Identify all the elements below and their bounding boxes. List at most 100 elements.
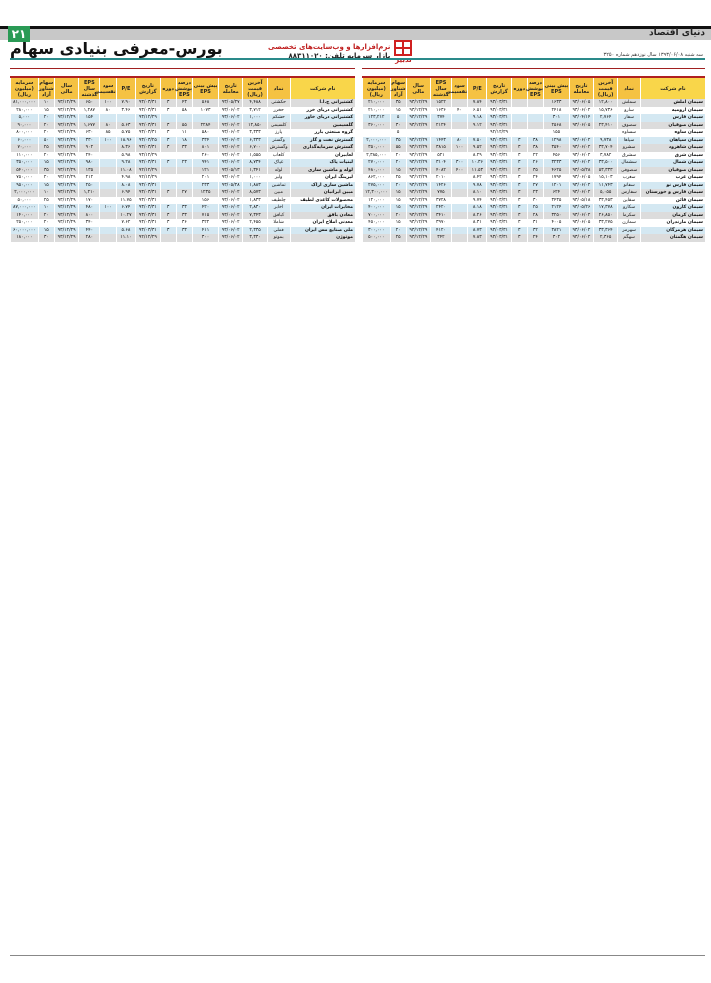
- table-cell: ۹۳/۰۳/۳۱: [135, 144, 161, 152]
- table-cell: ۹۳/۰۳/۲۵: [135, 136, 161, 144]
- table-cell: ۹۳/۱۲/۲۹: [53, 204, 79, 212]
- table-cell: [159, 234, 177, 242]
- table-cell: ۱۱.۷۵: [115, 196, 136, 204]
- page-number: ۲۱: [8, 26, 30, 42]
- table-cell: ۳۸۲۱: [542, 226, 570, 234]
- table-cell: [526, 121, 544, 129]
- table-cell: ۲۳: [175, 159, 193, 167]
- company-name: سیمان شاهرود: [639, 144, 705, 152]
- table-cell: ۹۸۰: [78, 159, 100, 167]
- company-name: محصولات کاغذی لطیف: [289, 196, 355, 204]
- table-cell: [192, 114, 219, 122]
- company-name: معادن بافق: [289, 211, 355, 219]
- table-cell: ۳۳,۷۰۴: [593, 144, 618, 152]
- table-cell: ۷۰,۰۰۰: [10, 144, 39, 152]
- table-cell: ۱۵: [389, 196, 407, 204]
- table-cell: ۱۰۰: [99, 99, 117, 107]
- table-cell: ۹.۷۴: [467, 196, 487, 204]
- table-cell: ۹۰۲: [78, 144, 100, 152]
- table-cell: ۶۰,۰۰۰: [10, 136, 39, 144]
- table-cell: ۱,۰۰۰: [242, 114, 268, 122]
- table-cell: ۵.۶۳: [115, 121, 136, 129]
- table-cell: [526, 99, 544, 107]
- table-cell: ۴۵۶: [542, 151, 570, 159]
- table-cell: ۱۰: [37, 204, 55, 212]
- table-cell: ۹۳/۱۲/۲۹: [53, 166, 79, 174]
- table-cell: ۲,۸۳۰: [242, 204, 268, 212]
- table-cell: ۳: [159, 226, 177, 234]
- column-header: نام شرکت: [639, 76, 705, 99]
- table-cell: [159, 174, 177, 182]
- table-cell: ۵.۶۸: [115, 226, 136, 234]
- table-cell: ۱۸.۹۶: [115, 136, 136, 144]
- table-cell: سساوه: [617, 129, 641, 137]
- table-cell: ۱۱.۱۰: [115, 234, 136, 242]
- table-cell: ۹۳/۱۲/۲۹: [405, 106, 431, 114]
- company-name: مبین ایرانیان: [289, 189, 355, 197]
- table-cell: ۵,۰۰۰: [10, 114, 39, 122]
- bottom-rule: [10, 955, 705, 956]
- table-cell: [99, 226, 117, 234]
- column-header: تاریخ معامله: [217, 76, 243, 99]
- table-cell: ۳۰۰: [450, 159, 468, 167]
- table-cell: [99, 166, 117, 174]
- column-header: EPS سال گذشته: [429, 76, 452, 99]
- table-cell: [450, 196, 468, 204]
- table-row: سیمان املش سملش ۱۲,۸۰۰ ۹۳/۰۶/۰۵ ۱۶۳۳ ۹۳/۰۳/۳۱…: [362, 99, 705, 107]
- table-cell: ۲۰: [389, 226, 407, 234]
- table-cell: [175, 166, 193, 174]
- table-row: سیمان شاهرود سشرو ۳۳,۷۰۴ ۹۳/۰۶/۰۲ ۳۵۴۰ ۳۸ ۳ ۹۳/…: [362, 144, 705, 152]
- table-cell: ۹۳/۰۶/۰۲: [217, 136, 243, 144]
- table-cell: ۲۰: [389, 181, 407, 189]
- table-cell: [510, 129, 528, 137]
- table-cell: ۵۸۰: [192, 129, 219, 137]
- table-cell: اخابر: [266, 204, 290, 212]
- table-cell: [99, 151, 117, 159]
- table-cell: ۵: [389, 129, 407, 137]
- company-name: سیمان صوفیان: [639, 166, 705, 174]
- table-cell: ۴۵۰,۰۰۰: [362, 219, 391, 227]
- table-cell: ۱۵: [37, 106, 55, 114]
- divider: [10, 68, 355, 69]
- table-cell: تماشین: [266, 181, 290, 189]
- table-cell: ۲۵: [389, 174, 407, 182]
- company-name: گسترش نفت و گاز: [289, 136, 355, 144]
- column-header: تاریخ گزارش: [486, 76, 512, 99]
- table-cell: ۹۳/۰۶/۰۲: [568, 106, 594, 114]
- ad-line-2: بازار سرمایه تلفن: ۸۸۳۱۱۰۲۰: [288, 52, 391, 60]
- table-cell: ۱۵: [37, 181, 55, 189]
- table-cell: ۱۲۰,۰۰۰: [362, 196, 391, 204]
- table-cell: ۵,۰۵۵: [593, 189, 618, 197]
- table-cell: ۴۰۰,۰۰۰: [362, 204, 391, 212]
- table-cell: [450, 181, 468, 189]
- table-cell: ۹۳/۱۲/۲۹: [53, 136, 79, 144]
- table-cell: ۲۱۲۴: [429, 121, 452, 129]
- divider: [362, 68, 705, 69]
- table-cell: ۳: [510, 196, 528, 204]
- table-cell: ۹۳/۰۶/۰۲: [568, 226, 594, 234]
- table-cell: ۹۳/۱۲/۲۹: [405, 189, 431, 197]
- table-cell: ۸.۳۶: [115, 144, 136, 152]
- table-cell: ۹۳/۰۳/۳۱: [486, 114, 512, 122]
- table-cell: ۹۳/۱۲/۲۹: [405, 174, 431, 182]
- column-header: سود تقسیمی: [446, 76, 468, 99]
- table-row: سیمان فارس نو سفانو ۱۱,۷۴۳ ۹۳/۰۶/۰۲ ۱۲۰۱ ۲۷ ۳ ۹…: [362, 181, 705, 189]
- table-cell: ۲۰: [389, 211, 407, 219]
- table-cell: ۱۱: [175, 129, 193, 137]
- table-cell: ۱۵: [37, 159, 55, 167]
- table-cell: ۹۳/۱۲/۲۹: [405, 196, 431, 204]
- table-cell: ۷,۳۴۳: [242, 211, 268, 219]
- table-cell: ۹۳/۰۶/۰۲: [217, 211, 243, 219]
- table-cell: ۲۱۰,۰۰۰: [362, 106, 391, 114]
- table-row: سیمان ارومیه سارو ۱۵,۷۳۶ ۹۳/۰۶/۰۲ ۲۴۱۸ ۹۳/۰۳/…: [362, 106, 705, 114]
- table-cell: ۳: [159, 219, 177, 227]
- table-cell: [362, 129, 391, 137]
- column-header: نماد: [266, 76, 290, 99]
- table-cell: ۷.۶۲: [115, 219, 136, 227]
- table-cell: فملی: [266, 226, 290, 234]
- table-cell: ۶.۷۴: [115, 204, 136, 212]
- company-name: موتوژن: [289, 234, 355, 242]
- table-cell: [99, 174, 117, 182]
- table-cell: [568, 129, 594, 137]
- table-cell: ۸,۷۳۴: [242, 159, 268, 167]
